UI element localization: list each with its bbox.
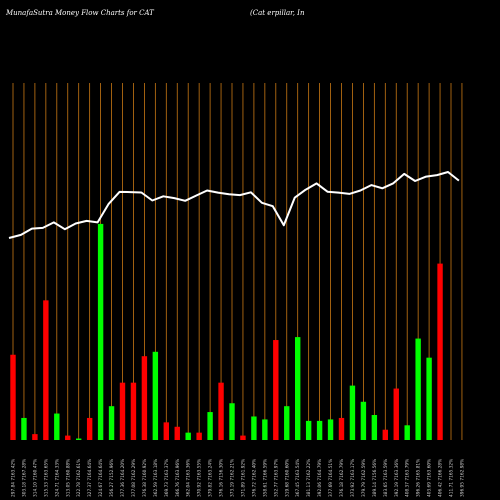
x-tick-label: 313.05 7160.88% xyxy=(65,459,71,497)
flow-bar xyxy=(437,263,443,440)
x-tick-label: 379.82 7163.24% xyxy=(208,459,214,497)
flow-bar xyxy=(163,422,169,440)
x-tick-label: 389.14 7156.56% xyxy=(372,459,378,497)
flow-bar xyxy=(338,417,345,440)
x-tick-label: 370.92 7163.55% xyxy=(197,459,203,497)
x-tick-label: 376.18 7162.79% xyxy=(339,459,345,497)
x-tick-label: 379.79 7162.59% xyxy=(361,459,367,497)
x-tick-label: 297.84 7163.42% xyxy=(11,459,17,497)
flow-bar xyxy=(130,382,137,440)
x-tick-label: 396.95 7162.98% xyxy=(459,459,465,497)
x-tick-label: 314.10 7160.47% xyxy=(32,459,38,497)
flow-bar xyxy=(185,432,191,440)
x-tick-label: 408.37 7163.79% xyxy=(405,459,411,497)
x-tick-label: 383.65 7163.59% xyxy=(383,459,389,497)
flow-bar xyxy=(43,300,49,440)
flow-bar xyxy=(316,420,323,440)
flow-bar xyxy=(393,388,399,440)
x-tick-label: 352.77 7163.97% xyxy=(273,459,279,497)
x-tick-label: 411.71 7165.32% xyxy=(449,459,455,497)
x-tick-label: 369.73 7163.37% xyxy=(164,459,170,497)
flow-bar xyxy=(65,435,71,440)
x-tick-label: 373.92 7163.17% xyxy=(350,459,356,497)
flow-bar xyxy=(415,338,421,440)
x-tick-label: 376.72 7162.40% xyxy=(251,459,257,497)
flow-bar xyxy=(86,417,93,440)
company-title: (Cat erpillar, In xyxy=(250,9,305,17)
x-tick-label: 376.38 7160.92% xyxy=(142,459,148,497)
x-tick-label: 376.16 7156.30% xyxy=(219,459,225,497)
flow-bar xyxy=(284,406,290,440)
x-tick-label: 373.19 7162.21% xyxy=(230,459,236,497)
site-title: MunafaSutra Money Flow Charts for CAT xyxy=(5,9,155,17)
x-tick-label: 362.59 7163.18% xyxy=(153,459,159,497)
x-tick-label: 358.61 7166.59% xyxy=(262,459,268,497)
flow-bar xyxy=(404,425,410,440)
x-tick-label: 377.36 7164.20% xyxy=(120,459,126,497)
x-tick-label: 367.45 7163.54% xyxy=(295,459,301,497)
x-tick-label: 392.06 7164.79% xyxy=(317,459,323,497)
x-tick-label: 319.68 7160.60% xyxy=(284,459,290,497)
flow-bar xyxy=(174,426,180,440)
flow-bar xyxy=(426,357,432,440)
x-tick-label: 315.33 7163.65% xyxy=(43,459,49,497)
flow-bar xyxy=(152,351,159,440)
flow-bar xyxy=(141,356,148,440)
x-tick-label: 324.71 7164.33% xyxy=(54,459,60,497)
flow-bar xyxy=(108,406,115,440)
x-tick-label: 324.67 7164.64% xyxy=(98,459,104,497)
flow-bar xyxy=(240,435,246,440)
price-line xyxy=(8,171,460,239)
x-axis-labels: 297.84 7163.42% 303.18 7167.28% 314.10 716… xyxy=(11,459,466,497)
x-tick-label: 377.08 7162.29% xyxy=(131,459,137,497)
flow-bar xyxy=(360,401,367,440)
x-tick-label: 322.78 7162.61% xyxy=(76,459,82,497)
flow-bar xyxy=(295,337,301,440)
x-tick-label: 392.19 7163.36% xyxy=(394,459,400,497)
x-tick-label: 356.27 7152.96% xyxy=(109,459,115,497)
flow-bar xyxy=(21,417,27,440)
x-tick-label: 406.42 7166.28% xyxy=(438,459,444,497)
flow-bar xyxy=(371,415,378,440)
x-tick-label: 403.69 7163.60% xyxy=(427,459,433,497)
flow-bar xyxy=(349,385,356,440)
flow-bar xyxy=(207,412,213,440)
flow-bar xyxy=(305,420,312,440)
flow-bar xyxy=(32,434,38,440)
flow-bar xyxy=(196,432,202,440)
x-tick-label: 303.18 7167.28% xyxy=(21,459,27,497)
flow-bar xyxy=(218,382,224,440)
flow-bar xyxy=(229,403,235,440)
price-polyline xyxy=(8,171,460,239)
x-tick-label: 371.89 7161.92% xyxy=(240,459,246,497)
flow-bar xyxy=(10,354,16,440)
x-tick-label: 362.04 7163.36% xyxy=(186,459,192,497)
flow-bar xyxy=(262,419,268,440)
flow-bar xyxy=(97,223,104,440)
x-tick-label: 366.76 7163.96% xyxy=(175,459,181,497)
x-tick-label: 396.26 7165.81% xyxy=(416,459,422,497)
flow-bar xyxy=(76,438,82,440)
flow-bar xyxy=(54,413,60,440)
flow-bar xyxy=(119,382,126,440)
x-tick-label: 381.13 7162.22% xyxy=(306,459,312,497)
x-tick-label: 327.37 7164.64% xyxy=(87,459,93,497)
flow-bar xyxy=(251,416,257,440)
flow-bar xyxy=(273,340,279,440)
money-flow-bars xyxy=(10,223,443,440)
flow-bar xyxy=(382,429,388,440)
flow-bar xyxy=(327,419,334,440)
x-tick-label: 377.69 7164.51% xyxy=(328,459,334,497)
